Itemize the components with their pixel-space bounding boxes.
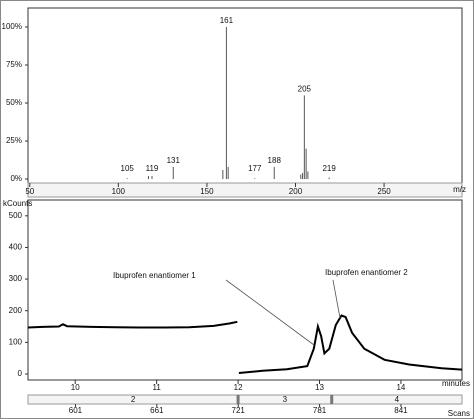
peak-label: 161 [220, 16, 234, 25]
peak-label: 177 [248, 164, 262, 173]
x2-tick-label: 841 [394, 406, 408, 415]
x-tick-label: 150 [200, 187, 214, 196]
x-tick-label: 250 [377, 187, 391, 196]
segment-label: 4 [395, 395, 400, 404]
annotation-leader [225, 279, 315, 346]
y-tick-label: 100 [9, 337, 23, 346]
x-tick-label: 11 [152, 383, 161, 392]
x-tick-label: 13 [315, 383, 324, 392]
segment-label: 3 [283, 395, 288, 404]
annotation: Ibuprofen enantiomer 2 [325, 268, 408, 277]
x-tick-label: 50 [25, 187, 34, 196]
x2-tick-label: 781 [313, 406, 327, 415]
y-tick-label: 200 [9, 306, 23, 315]
x2-tick-label: 661 [150, 406, 164, 415]
annotation-leader [332, 279, 341, 319]
x-tick-label: 100 [112, 187, 126, 196]
spectrum-x-axis [27, 182, 463, 198]
x-axis-label: m/z [453, 185, 466, 194]
y-tick-label: 75% [6, 60, 22, 69]
chromatogram-frame [27, 199, 463, 381]
segment-bar [27, 394, 463, 405]
segment-label: 2 [131, 395, 136, 404]
chromatogram-line [27, 314, 463, 374]
peak-label: 119 [146, 164, 159, 173]
y-tick-label: 500 [9, 211, 23, 220]
peak-label: 219 [322, 164, 336, 173]
y-tick-label: 0 [18, 369, 23, 378]
y-tick-label: 50% [6, 98, 22, 107]
x-tick-label: 10 [71, 383, 80, 392]
peak-label: 131 [167, 156, 181, 165]
x-tick-label: 14 [396, 383, 405, 392]
peak-label: 205 [298, 85, 312, 94]
x2-tick-label: 601 [69, 406, 83, 415]
y-tick-label: 400 [9, 243, 23, 252]
y-tick-label: 300 [9, 274, 23, 283]
x-tick-label: 12 [234, 383, 243, 392]
y-tick-label: 25% [6, 136, 22, 145]
peak-label: 188 [268, 156, 282, 165]
spectrum-frame [27, 7, 463, 184]
x-tick-label: 200 [289, 187, 303, 196]
y-tick-label: 0% [10, 174, 22, 183]
y-tick-label: 100% [2, 22, 22, 31]
annotation: Ibuprofen enantiomer 1 [113, 271, 196, 280]
peak-label: 105 [121, 164, 135, 173]
segment-boundary [236, 395, 240, 404]
x2-tick-label: 721 [232, 406, 246, 415]
x-axis-label: minutes [442, 379, 470, 388]
x2-axis-label: Scans [448, 409, 470, 418]
segment-boundary [330, 395, 334, 404]
y-axis-label: kCounts [3, 199, 32, 208]
